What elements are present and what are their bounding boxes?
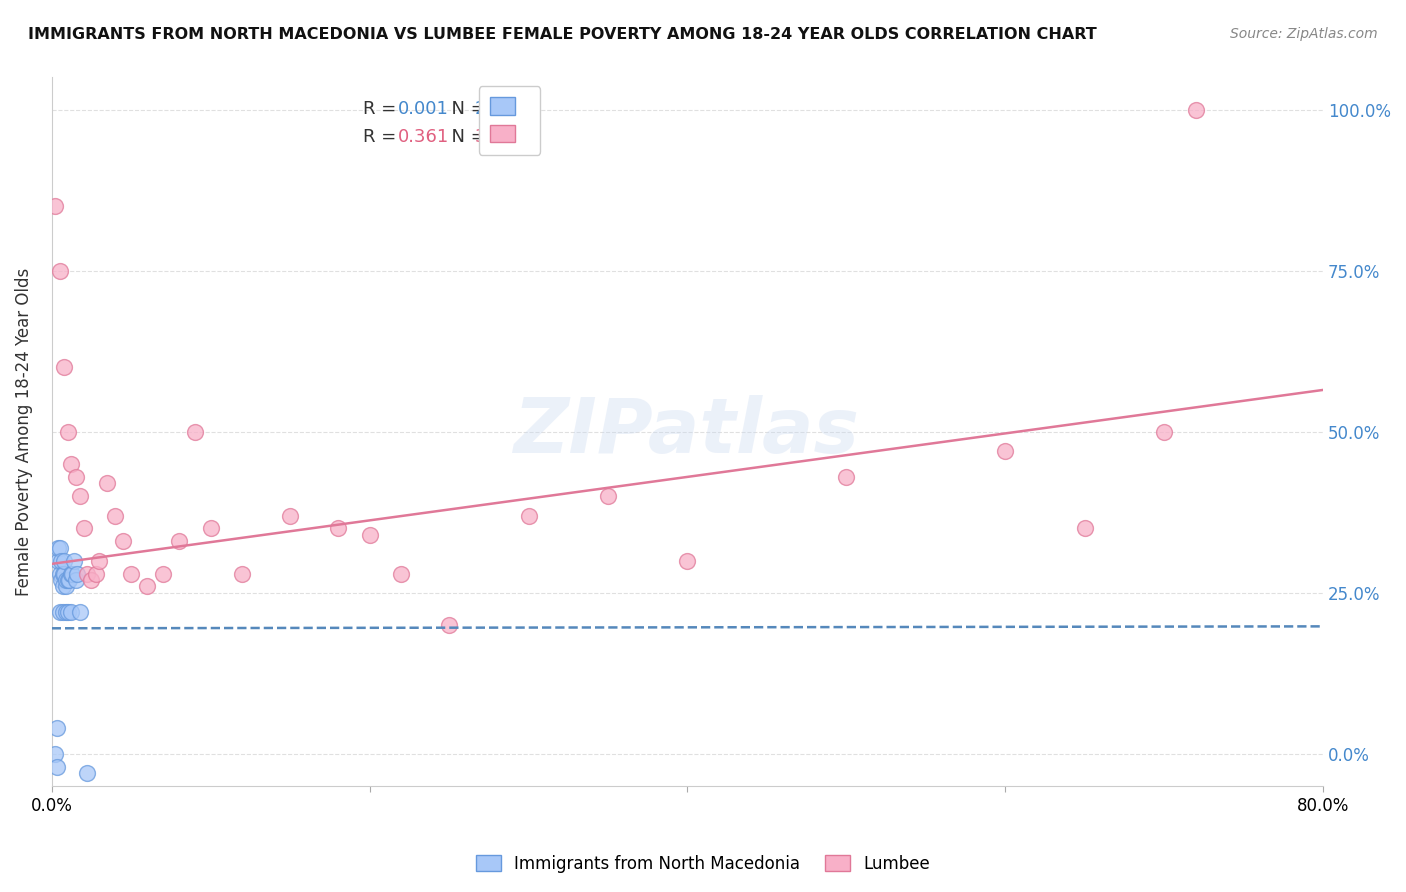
- Point: [326, 521, 349, 535]
- Point: [55, 605, 77, 619]
- Text: R =: R =: [363, 100, 402, 119]
- Point: [167, 534, 190, 549]
- Point: [46, 554, 69, 568]
- Point: [53, 360, 76, 375]
- Point: [69, 489, 91, 503]
- Point: [200, 521, 222, 535]
- Point: [45, 721, 67, 735]
- Text: IMMIGRANTS FROM NORTH MACEDONIA VS LUMBEE FEMALE POVERTY AMONG 18-24 YEAR OLDS C: IMMIGRANTS FROM NORTH MACEDONIA VS LUMBE…: [28, 27, 1097, 42]
- Point: [55, 579, 77, 593]
- Point: [76, 566, 98, 581]
- Legend: , : ,: [479, 87, 540, 155]
- Point: [45, 760, 67, 774]
- Point: [104, 508, 127, 523]
- Point: [56, 605, 79, 619]
- Point: [52, 566, 75, 581]
- Point: [53, 566, 76, 581]
- Point: [59, 566, 82, 581]
- Point: [52, 579, 75, 593]
- Point: [1074, 521, 1097, 535]
- Text: 0.001: 0.001: [398, 100, 449, 119]
- Point: [84, 566, 107, 581]
- Point: [59, 605, 82, 619]
- Point: [437, 618, 460, 632]
- Text: Source: ZipAtlas.com: Source: ZipAtlas.com: [1230, 27, 1378, 41]
- Text: 29: 29: [475, 100, 498, 119]
- Point: [69, 605, 91, 619]
- Point: [62, 566, 84, 581]
- Point: [51, 573, 73, 587]
- Point: [231, 566, 253, 581]
- Point: [65, 470, 87, 484]
- Point: [48, 541, 70, 555]
- Y-axis label: Female Poverty Among 18-24 Year Olds: Female Poverty Among 18-24 Year Olds: [15, 268, 32, 596]
- Point: [184, 425, 207, 439]
- Point: [994, 444, 1017, 458]
- Text: ZIPatlas: ZIPatlas: [515, 395, 860, 469]
- Point: [51, 554, 73, 568]
- Text: N =: N =: [440, 128, 491, 146]
- Point: [89, 554, 111, 568]
- Point: [44, 199, 66, 213]
- Point: [44, 747, 66, 761]
- Point: [55, 573, 77, 587]
- Point: [46, 541, 69, 555]
- Point: [1153, 425, 1175, 439]
- Point: [58, 573, 80, 587]
- Point: [53, 554, 76, 568]
- Point: [359, 528, 381, 542]
- Point: [1185, 103, 1208, 117]
- Point: [59, 457, 82, 471]
- Point: [835, 470, 858, 484]
- Point: [278, 508, 301, 523]
- Point: [136, 579, 159, 593]
- Point: [152, 566, 174, 581]
- Point: [66, 566, 89, 581]
- Legend: Immigrants from North Macedonia, Lumbee: Immigrants from North Macedonia, Lumbee: [470, 848, 936, 880]
- Point: [48, 566, 70, 581]
- Point: [120, 566, 142, 581]
- Point: [96, 476, 118, 491]
- Point: [80, 573, 103, 587]
- Point: [596, 489, 619, 503]
- Text: 0.361: 0.361: [398, 128, 449, 146]
- Text: R =: R =: [363, 128, 402, 146]
- Point: [63, 554, 86, 568]
- Point: [48, 605, 70, 619]
- Point: [56, 425, 79, 439]
- Point: [389, 566, 412, 581]
- Point: [65, 573, 87, 587]
- Point: [48, 264, 70, 278]
- Point: [56, 573, 79, 587]
- Point: [517, 508, 540, 523]
- Point: [72, 521, 94, 535]
- Point: [676, 554, 699, 568]
- Point: [76, 766, 98, 780]
- Text: N =: N =: [440, 100, 491, 119]
- Point: [52, 605, 75, 619]
- Text: 35: 35: [475, 128, 498, 146]
- Point: [112, 534, 135, 549]
